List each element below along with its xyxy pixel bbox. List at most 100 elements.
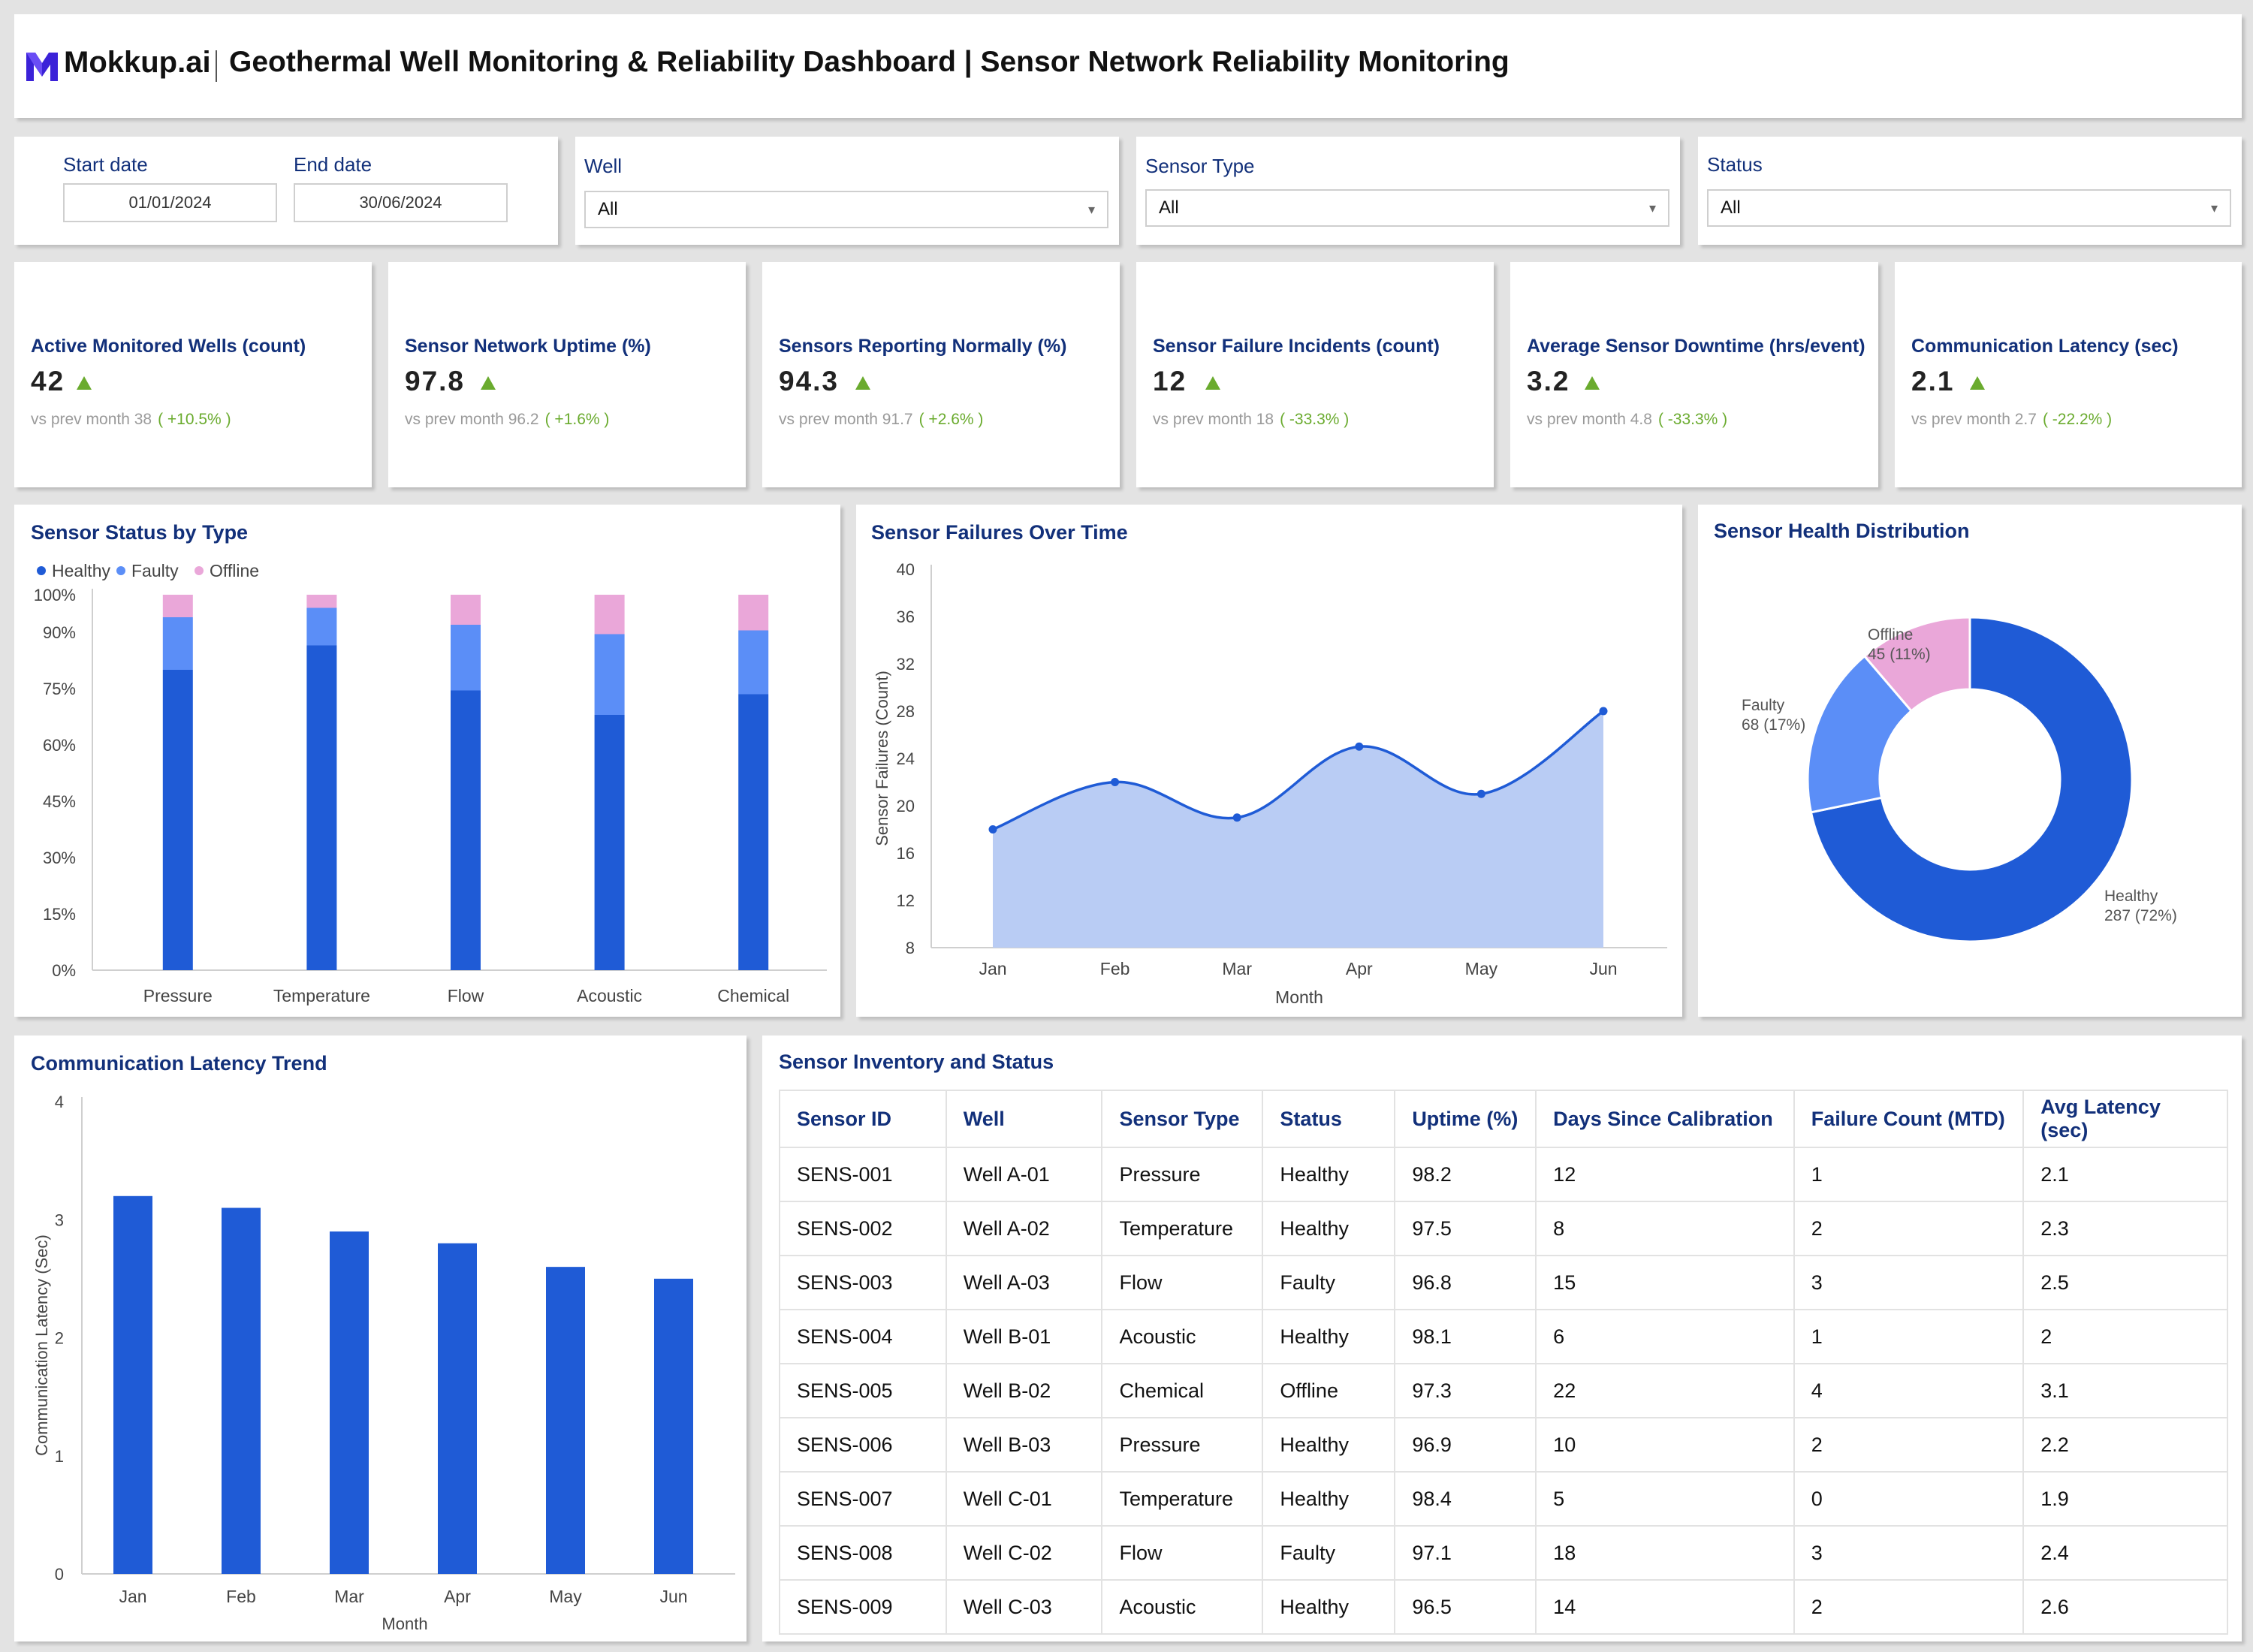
trend-up-icon — [1205, 376, 1220, 390]
table-cell: Pressure — [1101, 1417, 1264, 1473]
table-cell: Offline — [1262, 1363, 1396, 1418]
table-cell: Healthy — [1262, 1147, 1396, 1202]
x-axis-title: Month — [1275, 987, 1323, 1007]
kpi-comparison: vs prev month 2.7 ( -22.2% ) — [1911, 411, 2112, 429]
area-fill — [993, 711, 1603, 948]
table-cell: SENS-008 — [779, 1525, 947, 1581]
start-date-input[interactable]: 01/01/2024 — [63, 183, 277, 222]
bar — [222, 1207, 261, 1574]
table-cell: Well B-03 — [945, 1417, 1103, 1473]
table-row[interactable]: SENS-001 Well A-01 Pressure Healthy 98.2 12 1 2… — [779, 1147, 2228, 1202]
trend-up-icon — [77, 376, 92, 390]
table-cell: Flow — [1101, 1525, 1264, 1581]
y-tick-label: 0 — [55, 1565, 64, 1584]
table-row[interactable]: SENS-002 Well A-02 Temperature Healthy 97.5 8… — [779, 1201, 2228, 1256]
table-cell: 98.2 — [1394, 1147, 1537, 1202]
kpi-prev-value: 18 — [1256, 411, 1274, 428]
table-row[interactable]: SENS-008 Well C-02 Flow Faulty 97.1 18 3 2.4 — [779, 1525, 2228, 1581]
x-tick-label: Feb — [1100, 959, 1130, 978]
table-cell: Healthy — [1262, 1201, 1396, 1256]
table-row[interactable]: SENS-007 Well C-01 Temperature Healthy 98.4 5… — [779, 1471, 2228, 1527]
column-header[interactable]: Well — [945, 1090, 1103, 1148]
status-select[interactable]: All ▾ — [1707, 189, 2231, 227]
table-row[interactable]: SENS-009 Well C-03 Acoustic Healthy 96.5 14 2 2… — [779, 1579, 2228, 1635]
table-cell: SENS-004 — [779, 1309, 947, 1364]
table-row[interactable]: SENS-003 Well A-03 Flow Faulty 96.8 15 3 2.5 — [779, 1255, 2228, 1310]
x-tick-label: Feb — [226, 1587, 256, 1606]
table-cell: 97.1 — [1394, 1525, 1537, 1581]
bar — [113, 1195, 152, 1574]
slice-value-label: 287 (72%) — [2104, 907, 2177, 924]
legend-label: Offline — [210, 561, 259, 580]
table-cell: Well B-02 — [945, 1363, 1103, 1418]
x-tick-label: May — [549, 1587, 582, 1606]
bar-segment — [306, 595, 337, 608]
y-axis-title: Communication Latency (Sec) — [32, 1234, 51, 1456]
kpi-title: Active Monitored Wells (count) — [31, 336, 306, 357]
end-date-input[interactable]: 30/06/2024 — [294, 183, 508, 222]
chart-title: Communication Latency Trend — [31, 1052, 327, 1075]
kpi-delta: ( -33.3% ) — [1280, 411, 1350, 428]
column-header[interactable]: Avg Latency (sec) — [2022, 1090, 2228, 1148]
y-tick-label: 8 — [906, 939, 915, 957]
y-tick-label: 36 — [897, 607, 915, 626]
sensor-type-select[interactable]: All ▾ — [1145, 189, 1669, 227]
column-header[interactable]: Sensor Type — [1101, 1090, 1264, 1148]
column-header[interactable]: Uptime (%) — [1394, 1090, 1537, 1148]
table-cell: SENS-003 — [779, 1255, 947, 1310]
slice-name-label: Faulty — [1742, 697, 1785, 714]
sensor-failures-over-time-card: Sensor Failures Over Time 8 12 16 20 24 28 32 3… — [856, 505, 1682, 1017]
y-tick-label: 60% — [43, 736, 76, 755]
bar — [330, 1231, 369, 1574]
x-tick-label: Apr — [1346, 959, 1373, 978]
table-cell: 1 — [1793, 1147, 2025, 1202]
communication-latency-trend-card: Communication Latency Trend 0 1 2 3 4 Jan Feb M… — [14, 1036, 746, 1641]
kpi-delta: ( +1.6% ) — [544, 411, 610, 428]
kpi-card: Sensor Network Uptime (%) 97.8 vs prev m… — [388, 262, 746, 487]
kpi-value: 97.8 — [405, 366, 466, 396]
sensor-inventory-table: Sensor ID Well Sensor Type Status Uptime (%)… — [779, 1090, 2228, 1635]
sensor-inventory-card: Sensor Inventory and Status Sensor ID Wel… — [762, 1036, 2242, 1641]
well-select[interactable]: All ▾ — [584, 191, 1108, 228]
table-cell: 2.6 — [2022, 1579, 2228, 1635]
table-row[interactable]: SENS-006 Well B-03 Pressure Healthy 96.9 10 2 2… — [779, 1417, 2228, 1473]
table-cell: 3.1 — [2022, 1363, 2228, 1418]
chart-title: Sensor Health Distribution — [1714, 520, 1970, 542]
table-row[interactable]: SENS-004 Well B-01 Acoustic Healthy 98.1 6 1 2 — [779, 1309, 2228, 1364]
bar-segment — [594, 595, 625, 635]
end-date-label: End date — [294, 153, 372, 176]
x-tick-label: Pressure — [143, 986, 213, 1005]
data-point — [1232, 813, 1241, 822]
column-header[interactable]: Failure Count (MTD) — [1793, 1090, 2025, 1148]
table-cell: Well B-01 — [945, 1309, 1103, 1364]
bar — [654, 1278, 693, 1574]
x-tick-label: Chemical — [717, 986, 789, 1005]
trend-up-icon — [481, 376, 496, 390]
table-cell: SENS-006 — [779, 1417, 947, 1473]
data-point — [988, 825, 997, 834]
column-header[interactable]: Days Since Calibration — [1535, 1090, 1795, 1148]
table-cell: 18 — [1535, 1525, 1795, 1581]
y-tick-label: 28 — [897, 702, 915, 721]
bar-segment — [738, 630, 769, 695]
x-tick-label: Jun — [1589, 959, 1617, 978]
table-cell: 3 — [1793, 1255, 2025, 1310]
x-tick-label: Flow — [448, 986, 484, 1005]
slice-value-label: 45 (11%) — [1868, 646, 1931, 663]
table-cell: 22 — [1535, 1363, 1795, 1418]
column-header[interactable]: Status — [1262, 1090, 1396, 1148]
table-cell: Well A-03 — [945, 1255, 1103, 1310]
kpi-comparison: vs prev month 38 ( +10.5% ) — [31, 411, 231, 429]
well-filter-label: Well — [584, 155, 623, 177]
column-header[interactable]: Sensor ID — [779, 1090, 947, 1148]
table-row[interactable]: SENS-005 Well B-02 Chemical Offline 97.3 22 4 3… — [779, 1363, 2228, 1418]
y-tick-label: 1 — [55, 1447, 64, 1466]
kpi-prev-value: 38 — [134, 411, 152, 428]
table-cell: 0 — [1793, 1471, 2025, 1527]
table-cell: Healthy — [1262, 1579, 1396, 1635]
table-cell: Healthy — [1262, 1309, 1396, 1364]
kpi-value: 94.3 — [779, 366, 840, 396]
chevron-down-icon: ▾ — [1648, 200, 1656, 216]
x-tick-label: Temperature — [273, 986, 370, 1005]
kpi-prev-value: 2.7 — [2014, 411, 2037, 428]
